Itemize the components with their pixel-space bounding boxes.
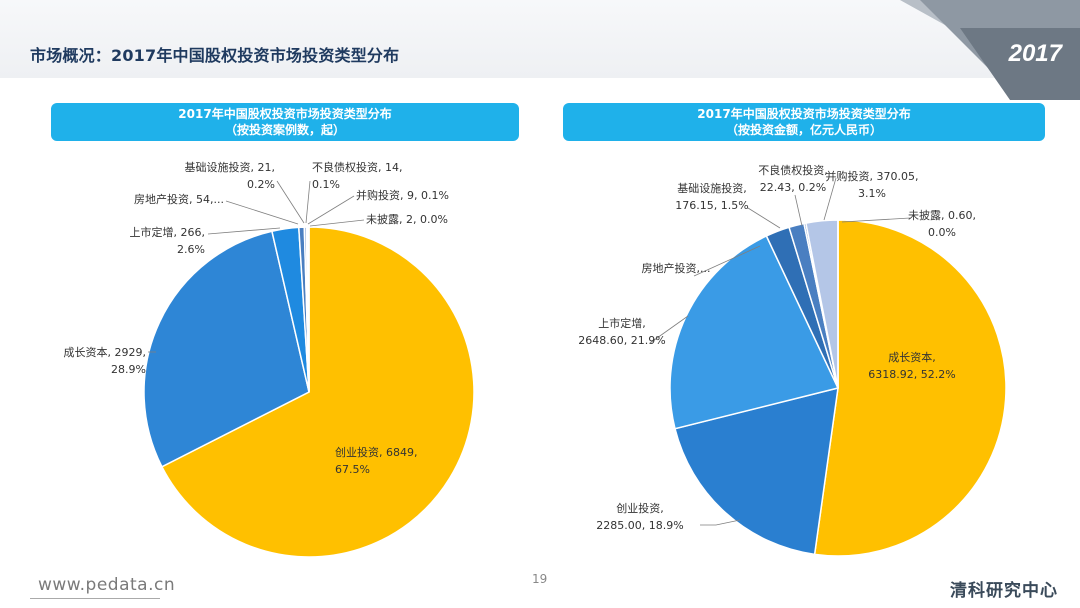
slice-label-left-5: 不良债权投资, 14, 0.1% (312, 160, 403, 191)
left-chart-header: 2017年中国股权投资市场投资类型分布 （按投资案例数，起） (51, 103, 519, 141)
pie-slice-right-1 (674, 387, 839, 556)
right-chart-header: 2017年中国股权投资市场投资类型分布 （按投资金额，亿元人民币） (563, 103, 1045, 141)
left-chart-subtitle: （按投资案例数，起） (224, 123, 345, 137)
slice-label-left-2: 上市定增, 266, 2.6% (130, 225, 206, 256)
leader-line-right-3 (693, 245, 761, 277)
leader-line-left-4 (276, 180, 305, 224)
page-title: 市场概况：2017年中国股权投资市场投资类型分布 (30, 46, 400, 65)
year-badge: 2017 (1008, 40, 1062, 67)
slice-label-left-6: 并购投资, 9, 0.1% (356, 188, 449, 202)
right-chart-subtitle: （按投资金额，亿元人民币） (725, 123, 882, 137)
slice-label-right-2: 上市定增, 2648.60, 21.9% (578, 316, 665, 347)
leader-line-left-5 (305, 180, 311, 224)
leader-line-right-5 (794, 194, 803, 227)
leader-line-left-6 (307, 195, 355, 225)
pie-slice-left-0 (160, 226, 475, 558)
slice-label-right-1: 创业投资, 2285.00, 18.9% (596, 501, 683, 532)
corner-decoration (900, 0, 1080, 100)
page-number: 19 (532, 572, 548, 586)
slice-label-right-0: 成长资本, 6318.92, 52.2% (868, 350, 955, 381)
pie-slice-left-1 (143, 230, 310, 468)
footer-divider (30, 598, 160, 599)
leader-line-left-3 (225, 200, 299, 225)
slice-label-left-1: 成长资本, 2929, 28.9% (64, 345, 146, 376)
slice-label-right-5: 不良债权投资, 22.43, 0.2% (758, 163, 828, 194)
footer-url[interactable]: www.pedata.cn (38, 575, 176, 595)
leader-line-right-2 (649, 315, 689, 344)
leader-line-right-6 (823, 177, 837, 221)
leader-line-left-2 (207, 227, 281, 235)
slice-label-right-6: 并购投资, 370.05, 3.1% (826, 169, 919, 200)
slice-label-right-7: 未披露, 0.60, 0.0% (908, 208, 976, 239)
leader-line-right-1 (700, 519, 741, 526)
slice-label-left-0: 创业投资, 6849, 67.5% (335, 445, 417, 476)
slice-label-right-3: 房地产投资,... (642, 261, 711, 275)
slice-label-left-3: 房地产投资, 54,... (134, 192, 224, 206)
slice-label-left-4: 基础设施投资, 21, 0.2% (185, 160, 276, 191)
pie-slice-right-0 (813, 219, 1007, 557)
left-chart-title: 2017年中国股权投资市场投资类型分布 (178, 107, 392, 121)
right-chart-title: 2017年中国股权投资市场投资类型分布 (697, 107, 911, 121)
leader-line-right-4 (747, 207, 781, 229)
leader-line-left-7 (309, 219, 365, 227)
footer-brand: 清科研究中心 (950, 581, 1058, 601)
leader-line-right-7 (841, 217, 911, 223)
slice-label-left-7: 未披露, 2, 0.0% (366, 212, 448, 226)
slice-label-right-4: 基础设施投资, 176.15, 1.5% (675, 181, 748, 212)
header-band (0, 0, 1080, 78)
pie-slice-right-2 (669, 235, 840, 430)
